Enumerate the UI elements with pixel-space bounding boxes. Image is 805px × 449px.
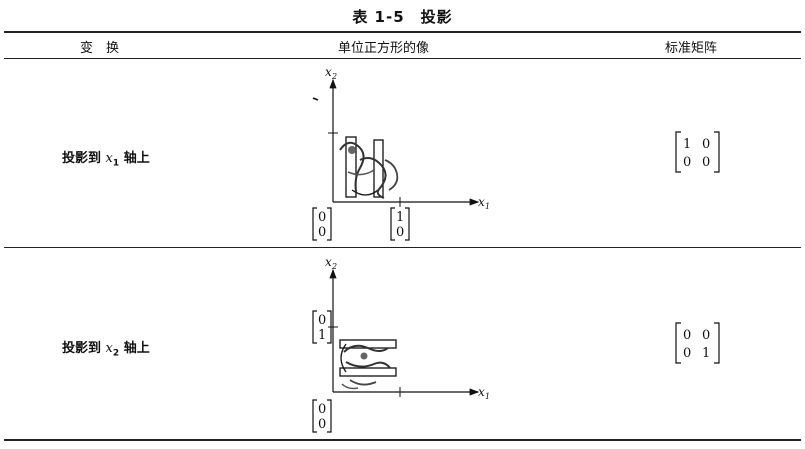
vec-entry: 1 (318, 328, 326, 343)
row-label-suffix: 轴上 (123, 151, 150, 166)
row-label-x1: 投影到 x1 轴上 (62, 147, 150, 169)
figure-row1: x 2 x 1 0 0 1 0 (312, 65, 720, 241)
row-divider (4, 247, 801, 248)
vec-entry: 0 (318, 417, 326, 432)
header-matrix: 标准矩阵 (665, 41, 718, 56)
figure-row2: x 2 x 1 0 1 0 0 (312, 255, 720, 433)
matrix-entry: 0 (683, 346, 691, 361)
row-label-sub: 2 (112, 348, 120, 359)
row-label-suffix: 轴上 (123, 341, 150, 356)
matrix-entry: 0 (702, 137, 710, 152)
x1-axis-label: x (478, 385, 485, 399)
row-label-prefix: 投影到 (62, 151, 102, 166)
vec-entry: 0 (396, 225, 404, 240)
x2-axis-label: x (325, 255, 332, 269)
x1-axis-sub: 1 (485, 392, 490, 401)
vector-tick-row1: 1 0 (390, 207, 410, 241)
row-label-var: x (105, 341, 113, 356)
vector-origin-row2: 0 0 (312, 399, 332, 433)
matrix-entry: 0 (683, 328, 691, 343)
stray-mark (312, 97, 319, 101)
matrix-entry: 0 (702, 155, 710, 170)
vec-entry: 0 (318, 225, 326, 240)
vec-entry: 0 (318, 313, 326, 328)
row-label-x2: 投影到 x2 轴上 (62, 337, 150, 359)
row-label-var: x (105, 151, 113, 166)
vector-origin-row1: 0 0 (312, 207, 332, 241)
matrix-entry: 1 (702, 346, 710, 361)
table-title: 表 1-5 投影 (352, 8, 453, 26)
matrix-entry: 1 (683, 137, 691, 152)
x2-axis-sub: 2 (331, 262, 337, 271)
x2-axis-sub: 2 (331, 72, 337, 81)
header-rule (4, 58, 801, 59)
matrix-entry: 0 (683, 155, 691, 170)
x2-axis-label: x (325, 65, 332, 79)
projected-square-image (339, 136, 399, 199)
vec-entry: 1 (396, 210, 404, 225)
vec-entry: 0 (318, 210, 326, 225)
projected-square-image (339, 339, 397, 390)
x1-axis-label: x (478, 195, 485, 209)
vec-entry: 0 (318, 402, 326, 417)
matrix-entry: 0 (702, 328, 710, 343)
row-label-sub: 1 (112, 158, 120, 169)
standard-matrix-row2: 0 0 0 1 (675, 322, 720, 364)
bottom-rule (4, 439, 801, 441)
header-transform: 变 换 (80, 41, 120, 56)
header-image: 单位正方形的像 (338, 41, 430, 56)
vector-tick-row2: 0 1 (312, 310, 332, 344)
standard-matrix-row1: 1 0 0 0 (675, 131, 720, 173)
x1-axis-sub: 1 (485, 202, 490, 211)
top-rule (4, 31, 801, 33)
row-label-prefix: 投影到 (62, 341, 102, 356)
